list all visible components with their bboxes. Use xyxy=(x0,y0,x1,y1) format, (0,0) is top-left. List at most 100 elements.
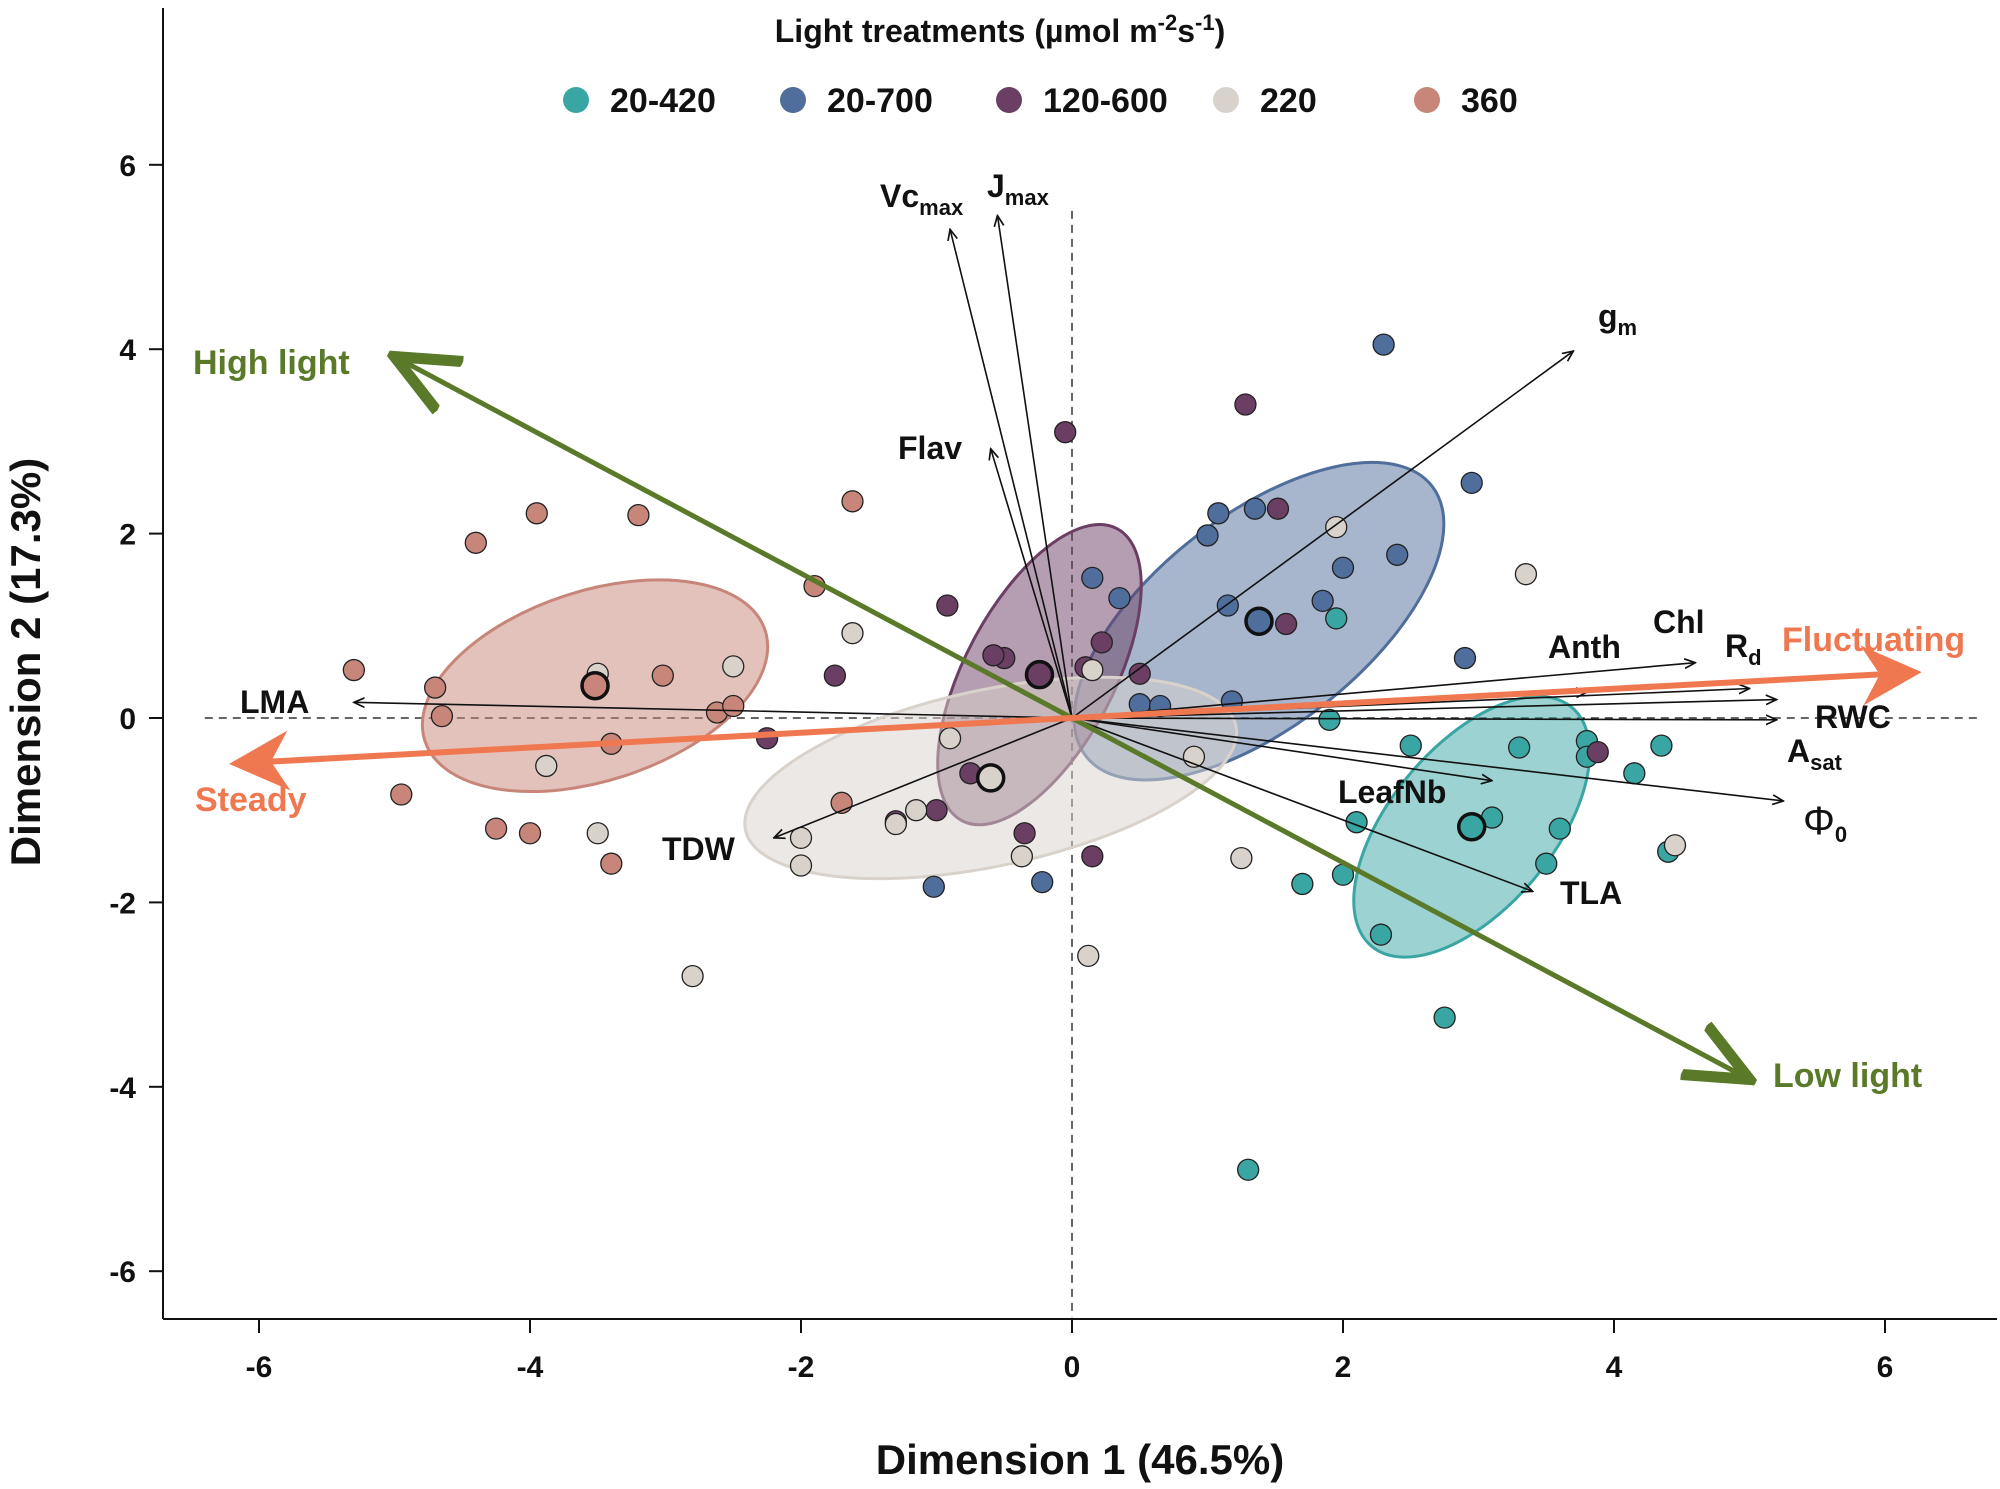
point-20-420 xyxy=(1237,1158,1260,1181)
point-120-600 xyxy=(1274,612,1298,636)
gradient-label-fluctuating: Fluctuating xyxy=(1782,621,1965,659)
vector-label-sub: max xyxy=(919,195,964,220)
vector-label-main: TLA xyxy=(1560,875,1622,911)
legend-marker-360 xyxy=(1414,87,1440,113)
vector-LMA xyxy=(354,702,1073,719)
point-360 xyxy=(430,705,454,728)
point-20-420 xyxy=(1508,736,1531,759)
point-120-600 xyxy=(1081,845,1104,868)
point-20-700 xyxy=(1331,556,1355,579)
y-tick-label: 0 xyxy=(119,703,136,736)
point-20-420 xyxy=(1399,734,1422,757)
point-20-700 xyxy=(1311,589,1334,613)
vector-label-main: Anth xyxy=(1548,629,1621,665)
point-220 xyxy=(1077,944,1100,968)
point-360 xyxy=(484,817,508,840)
legend-marker-120-600 xyxy=(996,87,1022,113)
point-20-700 xyxy=(1108,586,1131,610)
vector-Φ0 xyxy=(1071,717,1783,801)
vector-label-Asat: Asat xyxy=(1787,733,1843,775)
x-tick-label: -6 xyxy=(246,1351,273,1384)
x-tick-label: -2 xyxy=(788,1351,815,1384)
x-axis-title: Dimension 1 (46.5%) xyxy=(876,1436,1284,1483)
point-220 xyxy=(841,622,864,645)
vector-label-main: g xyxy=(1598,298,1618,334)
point-120-600 xyxy=(1090,631,1113,654)
vector-label-LMA: LMA xyxy=(240,684,309,720)
vector-label-RWC: RWC xyxy=(1815,699,1891,735)
vector-label-Φ0: Φ0 xyxy=(1803,799,1847,847)
vector-label-Jmax: Jmax xyxy=(987,168,1050,210)
point-20-420 xyxy=(1650,734,1673,757)
centroid-20-700 xyxy=(1244,606,1274,636)
legend-title-main: Light treatments (µmol m xyxy=(775,13,1158,49)
vector-label-Rd: Rd xyxy=(1725,628,1762,670)
vector-label-Anth: Anth xyxy=(1548,629,1621,665)
point-360 xyxy=(627,504,650,527)
point-360 xyxy=(525,502,548,525)
x-tick-label: -4 xyxy=(517,1351,544,1384)
x-tick-label: 2 xyxy=(1335,1351,1352,1384)
vector-label-sub: 0 xyxy=(1835,822,1847,847)
gradient-label-low-light: Low light xyxy=(1773,1057,1922,1095)
point-20-420 xyxy=(1548,817,1571,840)
point-20-420 xyxy=(1291,872,1314,896)
point-220 xyxy=(722,655,745,678)
point-220 xyxy=(884,812,907,836)
point-220 xyxy=(1010,845,1034,868)
legend-marker-20-700 xyxy=(780,87,806,113)
point-120-600 xyxy=(755,727,779,750)
y-tick-label: -6 xyxy=(109,1256,136,1289)
point-20-700 xyxy=(1081,566,1104,590)
vector-Jmax xyxy=(997,216,1073,719)
gradient-arrow-fluctuating xyxy=(1071,645,1922,721)
legend-title-mid: s xyxy=(1177,13,1195,49)
point-220 xyxy=(681,965,704,988)
y-tick-label: -4 xyxy=(109,1072,136,1105)
y-axis-title: Dimension 2 (17.3%) xyxy=(2,458,49,866)
gradient-arrows: High light Low light Fluctuating Steady xyxy=(193,344,1965,1095)
point-120-600 xyxy=(936,594,959,617)
point-220 xyxy=(1663,834,1687,857)
point-20-420 xyxy=(1623,762,1646,785)
point-20-700 xyxy=(1196,524,1219,547)
vector-LeafNb xyxy=(1071,717,1492,781)
point-120-600 xyxy=(1013,822,1036,845)
vector-Chl xyxy=(1071,663,1695,719)
legend-title-sup1: -2 xyxy=(1158,10,1178,35)
vector-label-sub: d xyxy=(1748,645,1761,670)
vector-label-main: Φ xyxy=(1803,799,1835,843)
point-20-700 xyxy=(1453,646,1477,670)
vector-label-main: A xyxy=(1787,733,1810,769)
point-20-700 xyxy=(1372,333,1395,356)
vector-label-gm: gm xyxy=(1598,298,1637,340)
legend-title: Light treatments (µmol m-2s-1) xyxy=(775,10,1225,49)
point-20-700 xyxy=(1207,502,1230,525)
vector-label-LeafNb: LeafNb xyxy=(1338,774,1446,810)
y-tick-label: 2 xyxy=(119,519,136,552)
vector-label-main: J xyxy=(987,168,1005,204)
legend-label-20-700: 20-700 xyxy=(827,82,933,120)
legend-label-360: 360 xyxy=(1461,82,1518,120)
vector-RWC xyxy=(1071,700,1777,719)
vector-label-Chl: Chl xyxy=(1653,604,1705,640)
point-360 xyxy=(464,531,487,554)
point-360 xyxy=(390,783,413,806)
point-120-600 xyxy=(1128,662,1151,685)
vector-label-main: TDW xyxy=(662,831,736,867)
vector-label-sub: max xyxy=(1005,185,1050,210)
centroid-360 xyxy=(580,670,610,701)
point-20-700 xyxy=(1243,497,1267,520)
vector-label-main: R xyxy=(1725,628,1748,664)
legend-marker-220 xyxy=(1213,87,1239,113)
point-20-700 xyxy=(1460,471,1483,495)
gradient-label-high-light: High light xyxy=(193,344,350,382)
point-220 xyxy=(535,754,558,778)
gradient-arrow-low-light xyxy=(1070,715,1750,1079)
legend-marker-20-420 xyxy=(563,87,589,113)
legend-title-sup2: -1 xyxy=(1195,10,1215,35)
point-360 xyxy=(518,822,542,845)
x-tick-label: 0 xyxy=(1064,1351,1081,1384)
vector-gm xyxy=(1071,351,1573,719)
